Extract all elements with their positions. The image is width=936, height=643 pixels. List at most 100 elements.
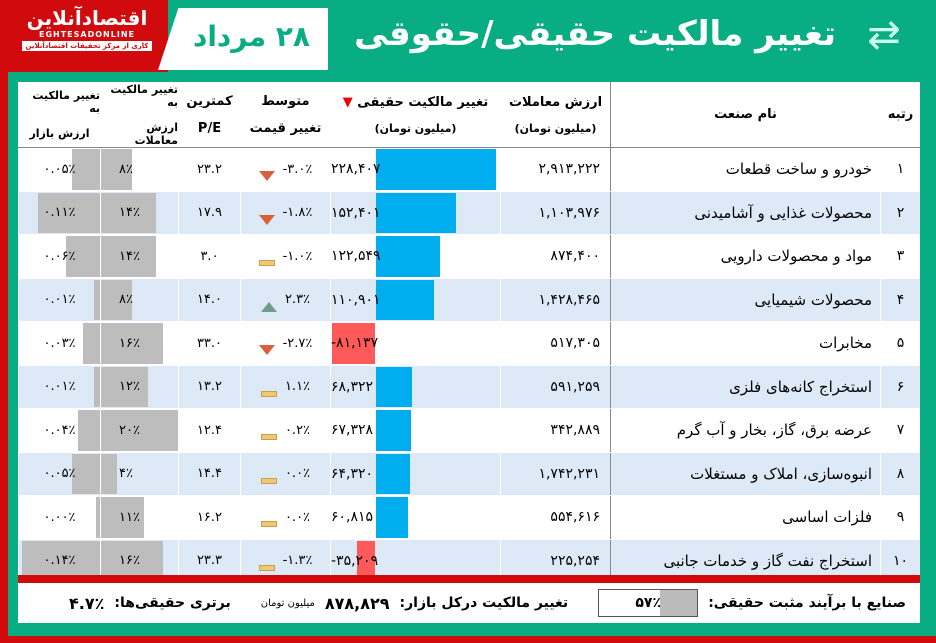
table-header: تغییر مالکیت به ارزش بازار تغییر مالکیت ب… — [18, 82, 920, 148]
mkt-value: ۰.۱۱٪ — [43, 205, 76, 221]
pe-value: ۱۳.۲ — [196, 379, 223, 395]
industry-table: تغییر مالکیت به ارزش بازار تغییر مالکیت ب… — [18, 82, 920, 583]
rank: ۱۰ — [880, 539, 920, 582]
txn-cell: ۱۶٪ — [100, 322, 178, 365]
mkt-cell: ۰.۰۴٪ — [18, 409, 100, 452]
mkt-value: ۰.۰۰٪ — [43, 509, 76, 525]
rank: ۴ — [880, 278, 920, 321]
col-mkt: تغییر مالکیت به ارزش بازار — [18, 82, 100, 147]
mkt-value: ۰.۰۶٪ — [43, 248, 76, 264]
date-box: ۲۸ مرداد — [158, 8, 328, 70]
value-cell: ۵۹۱,۲۵۹ — [500, 365, 610, 408]
avg-cell: ۰.۲٪ — [240, 409, 330, 452]
value-cell: ۱,۴۲۸,۴۶۵ — [500, 278, 610, 321]
avg-value: ۰.۲٪ — [284, 422, 311, 438]
up-triangle-icon — [260, 301, 277, 312]
real-cell: -۸۱,۱۳۷ — [330, 322, 500, 365]
txn-bar — [101, 453, 117, 494]
real-value: ۶۰,۸۱۵ — [331, 509, 374, 526]
rank: ۱ — [880, 148, 920, 191]
mkt-cell: ۰.۰۰٪ — [18, 496, 100, 539]
col-value: ارزش معاملات (میلیون تومان) — [500, 82, 610, 147]
avg-cell: -۱.۳٪ — [240, 539, 330, 582]
real-cell: ۶۰,۸۱۵ — [330, 496, 500, 539]
flat-icon — [258, 564, 275, 571]
mkt-bar — [94, 366, 100, 407]
mkt-value: ۰.۰۵٪ — [43, 466, 76, 482]
real-value: ۱۱۰,۹۰۱ — [331, 291, 381, 308]
industry-name: عرضه برق، گاز، بخار و آب گرم — [610, 409, 880, 452]
avg-value: ۲.۳٪ — [284, 292, 311, 308]
mkt-cell: ۰.۰۶٪ — [18, 235, 100, 278]
rank: ۳ — [880, 235, 920, 278]
mkt-cell: ۰.۰۵٪ — [18, 148, 100, 191]
mkt-cell: ۰.۱۴٪ — [18, 539, 100, 582]
txn-bar — [101, 497, 144, 538]
pe-cell: ۱۶.۲ — [178, 496, 240, 539]
avg-cell: ۰.۰٪ — [240, 496, 330, 539]
avg-cell: ۱.۱٪ — [240, 365, 330, 408]
industry-name: استخراج نفت گاز و خدمات جانبی — [610, 539, 880, 582]
rank: ۲ — [880, 191, 920, 234]
mkt-bar — [77, 410, 100, 451]
industry-name: مخابرات — [610, 322, 880, 365]
down-triangle-icon — [258, 214, 275, 225]
avg-value: -۱.۰٪ — [282, 248, 313, 264]
avg-value: ۱.۱٪ — [284, 379, 311, 395]
flat-icon — [260, 477, 277, 484]
logo-area: اقتصادآنلاین EGHTESADONLINE کاری از مرکز… — [8, 0, 168, 72]
real-positive-bar — [376, 149, 496, 190]
mkt-value: ۰.۰۳٪ — [43, 335, 76, 351]
table-row: ۰.۰۵٪ ۸٪ ۲۳.۲ -۳.۰٪ ۲۲۸,۴۰۷ ۲,۹۱۳,۲۲۲ خو… — [18, 148, 920, 192]
pe-cell: ۱۴.۰ — [178, 278, 240, 321]
pe-cell: ۲۳.۳ — [178, 539, 240, 582]
txn-value: ۱۲٪ — [119, 379, 140, 395]
txn-value: ۱۴٪ — [119, 205, 140, 221]
txn-cell: ۸٪ — [100, 278, 178, 321]
table-row: ۰.۰۵٪ ۴٪ ۱۴.۴ ۰.۰٪ ۶۴,۳۲۰ ۱,۷۴۲,۲۳۱ انبو… — [18, 452, 920, 496]
industry-name: فلزات اساسی — [610, 496, 880, 539]
pe-value: ۳.۰ — [200, 248, 219, 264]
trade-value: ۸۷۴,۴۰۰ — [550, 248, 600, 265]
real-positive-bar — [376, 236, 441, 277]
col-real[interactable]: تغییر مالکیت حقیقی ▼ (میلیون تومان) — [330, 82, 500, 147]
avg-value: ۰.۰٪ — [284, 466, 311, 482]
trade-value: ۱,۱۰۳,۹۷۶ — [538, 204, 600, 221]
real-positive-bar — [376, 497, 408, 538]
industry-name: مواد و محصولات دارویی — [610, 235, 880, 278]
mkt-value: ۰.۰۱٪ — [43, 292, 76, 308]
mkt-bar — [83, 323, 100, 364]
real-value: ۲۲۸,۴۰۷ — [331, 161, 381, 178]
col-pe: کمترین P/E — [178, 82, 240, 147]
value-cell: ۵۵۴,۶۱۶ — [500, 496, 610, 539]
pe-cell: ۲۳.۲ — [178, 148, 240, 191]
txn-value: ۱۶٪ — [119, 553, 140, 569]
txn-bar — [101, 236, 156, 277]
table-row: ۰.۰۰٪ ۱۱٪ ۱۶.۲ ۰.۰٪ ۶۰,۸۱۵ ۵۵۴,۶۱۶ فلزات… — [18, 496, 920, 540]
pe-value: ۲۳.۲ — [196, 161, 223, 177]
table-row: ۰.۰۱٪ ۱۲٪ ۱۳.۲ ۱.۱٪ ۶۸,۳۲۲ ۵۹۱,۲۵۹ استخر… — [18, 365, 920, 409]
mkt-bar — [72, 453, 100, 494]
trade-value: ۵۱۷,۳۰۵ — [550, 335, 600, 352]
down-triangle-icon — [258, 171, 275, 182]
txn-cell: ۱۱٪ — [100, 496, 178, 539]
summary-footer: صنایع با برآیند مثبت حقیقی: ۵۷٪ تغییر ما… — [18, 583, 920, 623]
positive-share-fill — [659, 590, 698, 616]
mkt-bar — [94, 279, 100, 320]
real-value: ۶۷,۳۲۸ — [331, 422, 374, 439]
txn-cell: ۱۲٪ — [100, 365, 178, 408]
txn-cell: ۲۰٪ — [100, 409, 179, 452]
value-cell: ۲,۹۱۳,۲۲۲ — [500, 148, 610, 191]
industry-name: خودرو و ساخت قطعات — [610, 148, 880, 191]
txn-bar — [101, 410, 179, 451]
txn-cell: ۴٪ — [100, 452, 178, 495]
txn-cell: ۱۴٪ — [100, 191, 178, 234]
pe-value: ۱۴.۴ — [196, 466, 223, 482]
flat-icon — [258, 260, 275, 267]
rank: ۷ — [880, 409, 920, 452]
real-cell: ۶۴,۳۲۰ — [330, 452, 500, 495]
trade-value: ۱,۷۴۲,۲۳۱ — [538, 465, 600, 482]
pe-cell: ۱۷.۹ — [178, 191, 240, 234]
real-cell: -۳۵,۲۰۹ — [330, 539, 500, 582]
flat-icon — [260, 390, 277, 397]
